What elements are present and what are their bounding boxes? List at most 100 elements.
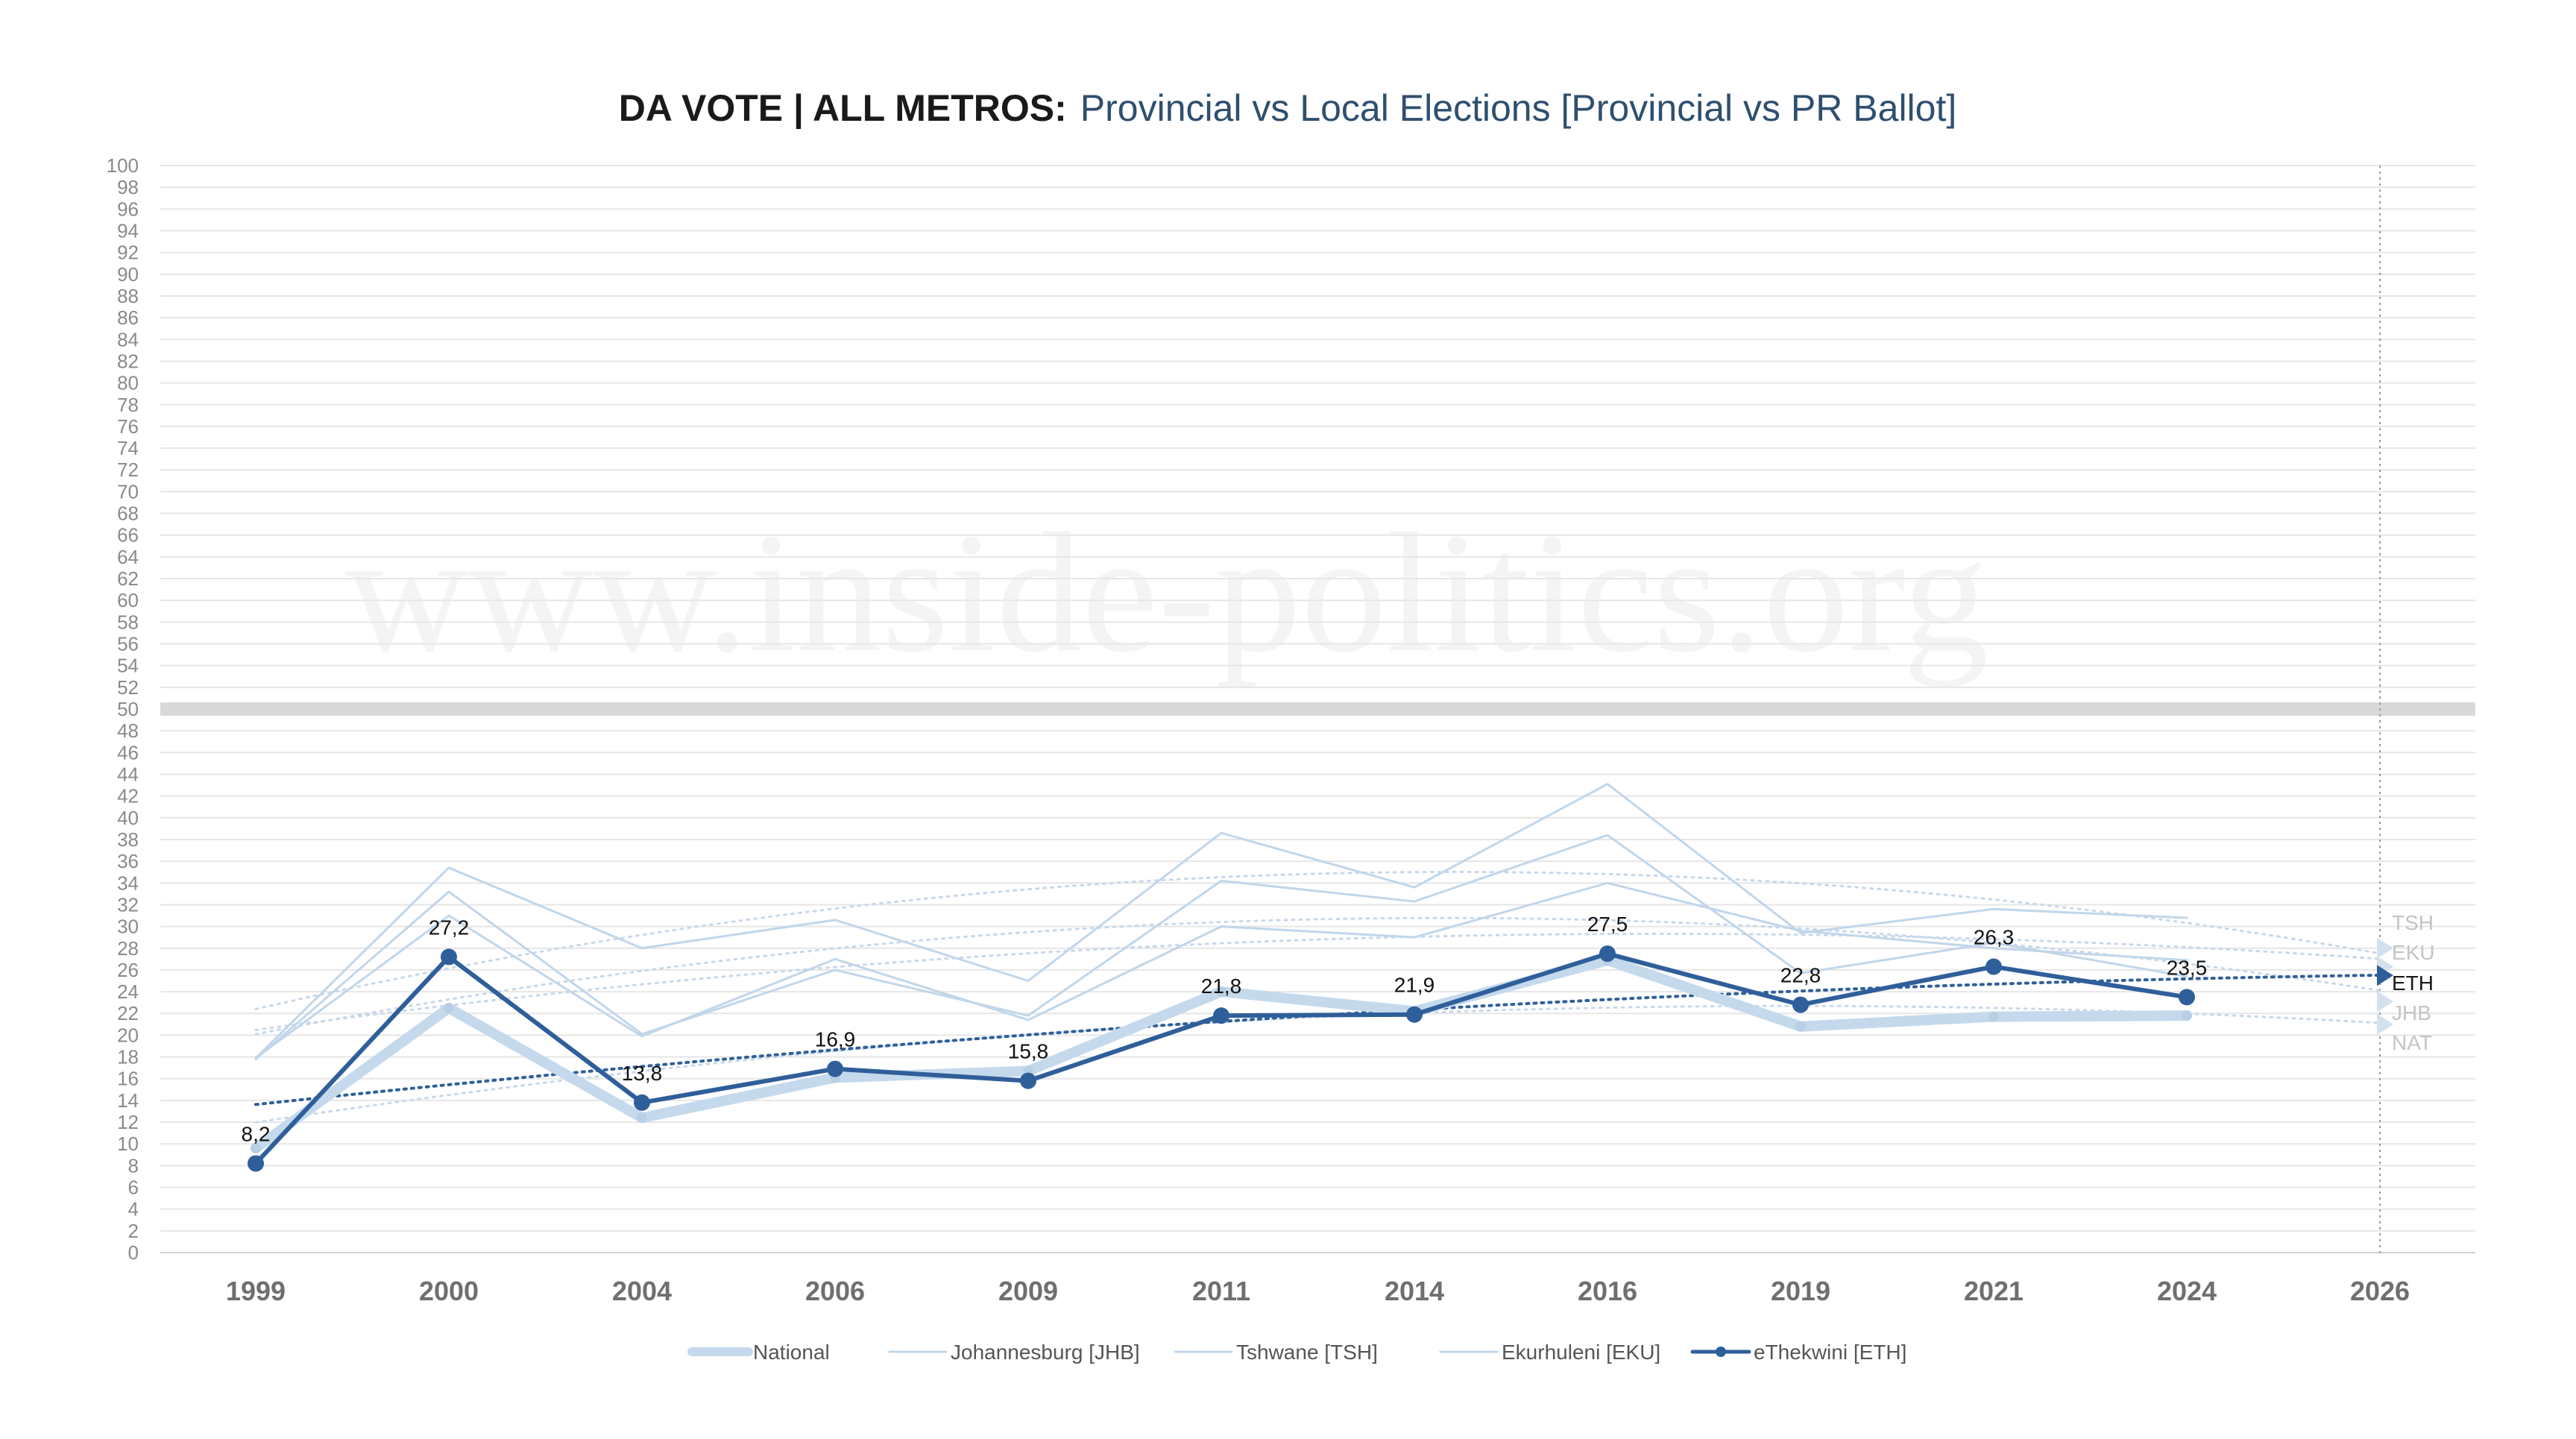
- y-tick-label: 30: [117, 916, 139, 938]
- point-eth: [441, 948, 457, 966]
- y-tick-label: 78: [117, 394, 139, 416]
- y-tick-label: 56: [117, 633, 139, 655]
- legend-label: National: [753, 1341, 830, 1364]
- data-label-eth: 26,3: [1974, 926, 2015, 949]
- x-tick-label: 2011: [1192, 1276, 1250, 1306]
- x-tick-label: 2000: [419, 1276, 479, 1306]
- trend-arrow-nat: [2377, 1013, 2393, 1035]
- y-tick-label: 2: [128, 1220, 139, 1242]
- legend-label: eThekwini [ETH]: [1754, 1341, 1906, 1364]
- y-tick-label: 92: [117, 242, 139, 264]
- y-tick-label: 86: [117, 306, 139, 329]
- x-tick-label: 1999: [226, 1276, 286, 1306]
- watermark: www.inside-politics.org: [345, 497, 1988, 687]
- point-eth: [2179, 989, 2195, 1006]
- y-axis-ticks: 0246810121416182022242628303234363840424…: [107, 154, 139, 1264]
- y-tick-label: 90: [117, 263, 139, 286]
- point-eth: [1599, 945, 1616, 963]
- y-tick-label: 68: [117, 503, 139, 525]
- y-tick-label: 26: [117, 959, 139, 981]
- trendline-jhb: [254, 916, 2381, 1036]
- legend-marker-eth: [1716, 1347, 1726, 1357]
- chart-title: DA VOTE | ALL METROS: Provincial vs Loca…: [619, 87, 1957, 130]
- y-tick-label: 42: [117, 785, 139, 807]
- x-tick-label: 2019: [1771, 1276, 1830, 1306]
- trend-arrow-tsh: [2377, 937, 2393, 959]
- data-labels: 8,2 27,2 13,8 16,9 15,8 21,8 21,9 27,5 22,8 26,3 2…: [242, 913, 2208, 1145]
- trendline-nat: [254, 1004, 2381, 1124]
- data-label-eth: 21,9: [1394, 974, 1435, 997]
- y-tick-label: 40: [117, 807, 139, 829]
- x-tick-label: 2026: [2350, 1276, 2410, 1306]
- y-tick-label: 24: [117, 980, 139, 1003]
- point-eth: [1213, 1007, 1229, 1024]
- legend-label: Tshwane [TSH]: [1236, 1341, 1378, 1364]
- trend-arrow-eth: [2377, 965, 2393, 986]
- point-eth: [634, 1094, 650, 1111]
- y-tick-label: 58: [117, 611, 139, 633]
- y-tick-label: 46: [117, 741, 139, 763]
- trendline-eku: [254, 932, 2381, 1031]
- y-tick-label: 36: [117, 850, 139, 872]
- y-tick-label: 88: [117, 285, 139, 307]
- data-label-eth: 16,9: [815, 1028, 856, 1051]
- trend-arrow-jhb: [2377, 991, 2393, 1013]
- point-eth: [1406, 1006, 1423, 1023]
- y-tick-label: 84: [117, 328, 139, 350]
- legend-label: Ekurhuleni [EKU]: [1502, 1341, 1660, 1364]
- trendline-tsh: [254, 870, 2381, 1010]
- y-tick-label: 82: [117, 350, 139, 372]
- point-eth: [1020, 1072, 1036, 1089]
- data-label-eth: 13,8: [622, 1062, 663, 1085]
- point-nat: [1988, 1011, 1999, 1022]
- y-tick-label: 96: [117, 198, 139, 220]
- point-nat: [1795, 1021, 1806, 1032]
- legend: National Johannesburg [JHB] Tshwane [TSH] E…: [687, 1341, 1906, 1364]
- y-tick-label: 6: [128, 1177, 139, 1199]
- y-tick-label: 22: [117, 1002, 139, 1024]
- y-tick-label: 62: [117, 567, 139, 590]
- y-tick-label: 98: [117, 176, 139, 198]
- series-line-jhb: [254, 834, 2188, 1060]
- x-tick-label: 2004: [612, 1276, 672, 1306]
- point-nat: [2182, 1010, 2192, 1021]
- y-tick-label: 74: [117, 437, 139, 459]
- y-tick-label: 34: [117, 872, 139, 894]
- end-label-eku: EKU: [2392, 941, 2435, 964]
- y-tick-label: 70: [117, 480, 139, 503]
- end-labels: TSH EKU ETH JHB NAT: [2377, 911, 2435, 1054]
- y-tick-label: 48: [117, 720, 139, 742]
- point-eth: [1792, 996, 1809, 1013]
- y-tick-label: 60: [117, 589, 139, 611]
- point-eth: [827, 1060, 843, 1077]
- point-nat: [637, 1112, 647, 1124]
- chart-title-bold: DA VOTE | ALL METROS:: [619, 87, 1067, 130]
- data-label-eth: 21,8: [1201, 974, 1242, 998]
- y-tick-label: 14: [117, 1089, 139, 1112]
- y-tick-label: 8: [128, 1154, 139, 1177]
- point-eth: [248, 1155, 264, 1172]
- x-tick-label: 2009: [998, 1276, 1058, 1306]
- point-eth: [1985, 958, 2002, 975]
- y-tick-label: 12: [117, 1111, 139, 1133]
- data-label-eth: 27,2: [429, 916, 470, 939]
- x-axis-ticks: 1999 2000 2004 2006 2009 2011 2014 2016 2019 2021…: [226, 1276, 2410, 1306]
- y-tick-label: 32: [117, 893, 139, 916]
- y-gridlines: [160, 165, 2475, 1253]
- y-tick-label: 44: [117, 763, 139, 785]
- data-label-eth: 27,5: [1587, 913, 1628, 936]
- data-label-eth: 8,2: [242, 1122, 271, 1145]
- data-label-eth: 23,5: [2167, 956, 2208, 979]
- x-tick-label: 2021: [1964, 1276, 2024, 1306]
- x-tick-label: 2014: [1385, 1276, 1444, 1306]
- y-tick-label: 28: [117, 937, 139, 960]
- series-line-tsh: [254, 783, 2188, 1059]
- point-nat: [444, 1002, 454, 1013]
- y-tick-label: 0: [128, 1241, 139, 1264]
- y-tick-label: 50: [117, 698, 139, 720]
- series-line-eku: [254, 881, 2188, 1059]
- data-label-eth: 15,8: [1008, 1040, 1049, 1063]
- end-label-eth: ETH: [2392, 972, 2434, 995]
- point-nat: [251, 1143, 261, 1154]
